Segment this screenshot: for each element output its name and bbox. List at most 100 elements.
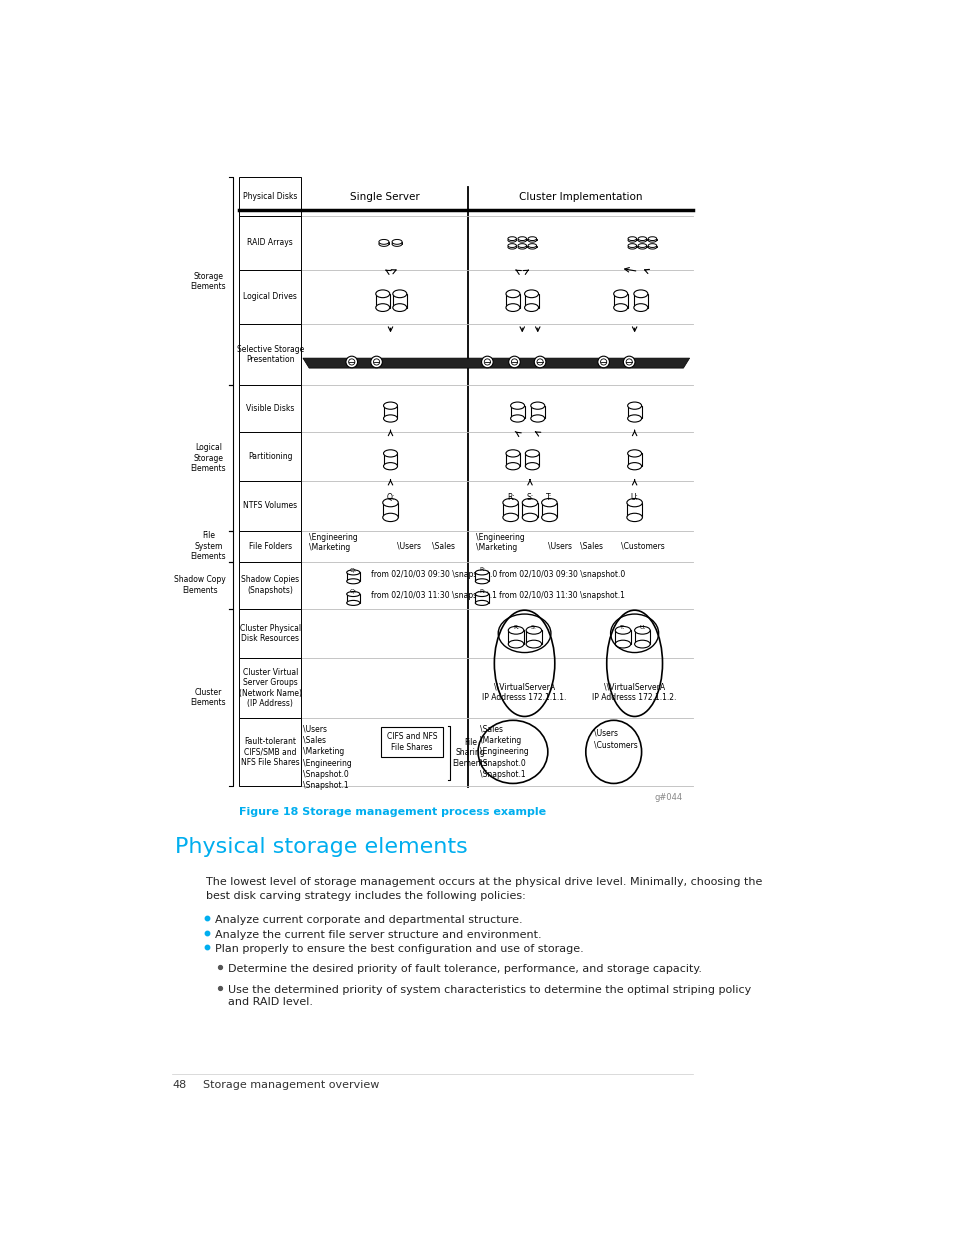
- Bar: [475, 573, 488, 582]
- Text: Cluster Virtual
Server Groups
(Network Name)
(IP Address): Cluster Virtual Server Groups (Network N…: [238, 668, 301, 708]
- Circle shape: [371, 356, 382, 368]
- Bar: [239, 431, 301, 480]
- Ellipse shape: [638, 238, 646, 242]
- Bar: [346, 594, 359, 603]
- Bar: [638, 246, 646, 247]
- Bar: [647, 246, 656, 247]
- Ellipse shape: [508, 626, 523, 634]
- Ellipse shape: [521, 499, 537, 506]
- Text: Single Server: Single Server: [350, 193, 419, 203]
- Ellipse shape: [613, 290, 627, 298]
- Text: g#044: g#044: [654, 793, 682, 803]
- Ellipse shape: [524, 290, 537, 298]
- Circle shape: [484, 359, 490, 366]
- Ellipse shape: [346, 592, 359, 597]
- Text: \Users
\Sales
\Marketing
\Engineering
\Snapshot.0
\Snapshot.1: \Users \Sales \Marketing \Engineering \S…: [303, 724, 352, 790]
- Ellipse shape: [525, 626, 541, 634]
- Text: T:: T:: [619, 625, 625, 630]
- Text: Shadow Copy
Elements: Shadow Copy Elements: [174, 576, 226, 595]
- Text: Storage
Elements: Storage Elements: [191, 272, 226, 291]
- Bar: [627, 238, 636, 241]
- Circle shape: [625, 359, 632, 366]
- Ellipse shape: [517, 243, 526, 247]
- Ellipse shape: [505, 304, 519, 311]
- Ellipse shape: [528, 243, 536, 247]
- Ellipse shape: [627, 463, 641, 469]
- Text: \\VirtualServerA
IP Addresss 172.1.1.2.: \\VirtualServerA IP Addresss 172.1.1.2.: [592, 682, 676, 701]
- Bar: [541, 503, 557, 517]
- Bar: [528, 238, 536, 241]
- Ellipse shape: [530, 403, 544, 409]
- Bar: [505, 453, 519, 466]
- Ellipse shape: [627, 246, 636, 249]
- Text: NTFS Volumes: NTFS Volumes: [243, 501, 297, 510]
- Ellipse shape: [393, 290, 406, 298]
- Ellipse shape: [475, 569, 488, 576]
- Bar: [633, 294, 647, 308]
- Text: Shadow Copies
(Snapshots): Shadow Copies (Snapshots): [241, 576, 299, 595]
- Text: Logical
Storage
Elements: Logical Storage Elements: [191, 443, 226, 473]
- Circle shape: [534, 356, 545, 368]
- Text: \Users
\Customers: \Users \Customers: [594, 729, 638, 750]
- Ellipse shape: [627, 403, 641, 409]
- Text: Fault-tolerant
CIFS/SMB and
NFS File Shares: Fault-tolerant CIFS/SMB and NFS File Sha…: [241, 737, 299, 767]
- Ellipse shape: [475, 579, 488, 584]
- Ellipse shape: [392, 242, 402, 246]
- Text: from 02/10/03 11:30 \snapshot.1: from 02/10/03 11:30 \snapshot.1: [371, 592, 497, 600]
- Ellipse shape: [502, 514, 517, 521]
- Text: RAID Arrays: RAID Arrays: [247, 238, 293, 247]
- Bar: [613, 294, 627, 308]
- Text: \Users: \Users: [547, 542, 571, 551]
- Bar: [382, 503, 397, 517]
- Bar: [239, 562, 301, 609]
- Text: Logical Drives: Logical Drives: [243, 293, 297, 301]
- Ellipse shape: [475, 600, 488, 605]
- Text: Q:: Q:: [350, 567, 356, 572]
- Ellipse shape: [530, 415, 544, 422]
- Text: from 02/10/03 09:30 \snapshot.0: from 02/10/03 09:30 \snapshot.0: [371, 569, 497, 579]
- Bar: [507, 246, 516, 247]
- Text: \Customers: \Customers: [620, 542, 664, 551]
- Text: Physical storage elements: Physical storage elements: [174, 836, 467, 857]
- Ellipse shape: [383, 450, 397, 457]
- Ellipse shape: [505, 463, 519, 469]
- Ellipse shape: [508, 640, 523, 648]
- Text: R:: R:: [478, 589, 484, 594]
- Polygon shape: [303, 358, 689, 368]
- Ellipse shape: [510, 403, 524, 409]
- Ellipse shape: [615, 640, 630, 648]
- Text: \\VirtualServerA
IP Addresss 172.1.1.1.: \\VirtualServerA IP Addresss 172.1.1.1.: [482, 682, 566, 701]
- Text: \Users: \Users: [396, 542, 420, 551]
- Bar: [239, 216, 301, 270]
- Circle shape: [508, 356, 519, 368]
- Bar: [634, 630, 649, 645]
- Text: \Sales: \Sales: [579, 542, 602, 551]
- Ellipse shape: [634, 626, 649, 634]
- Bar: [393, 294, 406, 308]
- Ellipse shape: [346, 579, 359, 584]
- Ellipse shape: [502, 499, 517, 506]
- Bar: [525, 630, 541, 645]
- Ellipse shape: [626, 499, 641, 506]
- Ellipse shape: [634, 640, 649, 648]
- Ellipse shape: [541, 499, 557, 506]
- Bar: [627, 405, 641, 419]
- Circle shape: [481, 356, 493, 368]
- Bar: [528, 246, 536, 247]
- Bar: [239, 609, 301, 658]
- Text: \Sales
\Marketing
\Engineering
\Snapshot.0
\Snapshot.1: \Sales \Marketing \Engineering \Snapshot…: [480, 724, 529, 779]
- Ellipse shape: [613, 304, 627, 311]
- Text: File
Sharing
Elements: File Sharing Elements: [452, 737, 488, 767]
- Bar: [638, 238, 646, 241]
- Ellipse shape: [383, 403, 397, 409]
- Ellipse shape: [383, 415, 397, 422]
- Bar: [507, 238, 516, 241]
- Ellipse shape: [528, 246, 536, 249]
- Text: \Engineering
\Marketing: \Engineering \Marketing: [476, 532, 524, 552]
- Text: from 02/10/03 09:30 \snapshot.0: from 02/10/03 09:30 \snapshot.0: [498, 569, 624, 579]
- Ellipse shape: [346, 600, 359, 605]
- Ellipse shape: [517, 238, 526, 242]
- Circle shape: [537, 359, 542, 366]
- Text: Plan properly to ensure the best configuration and use of storage.: Plan properly to ensure the best configu…: [215, 945, 583, 955]
- Text: The lowest level of storage management occurs at the physical drive level. Minim: The lowest level of storage management o…: [206, 877, 761, 900]
